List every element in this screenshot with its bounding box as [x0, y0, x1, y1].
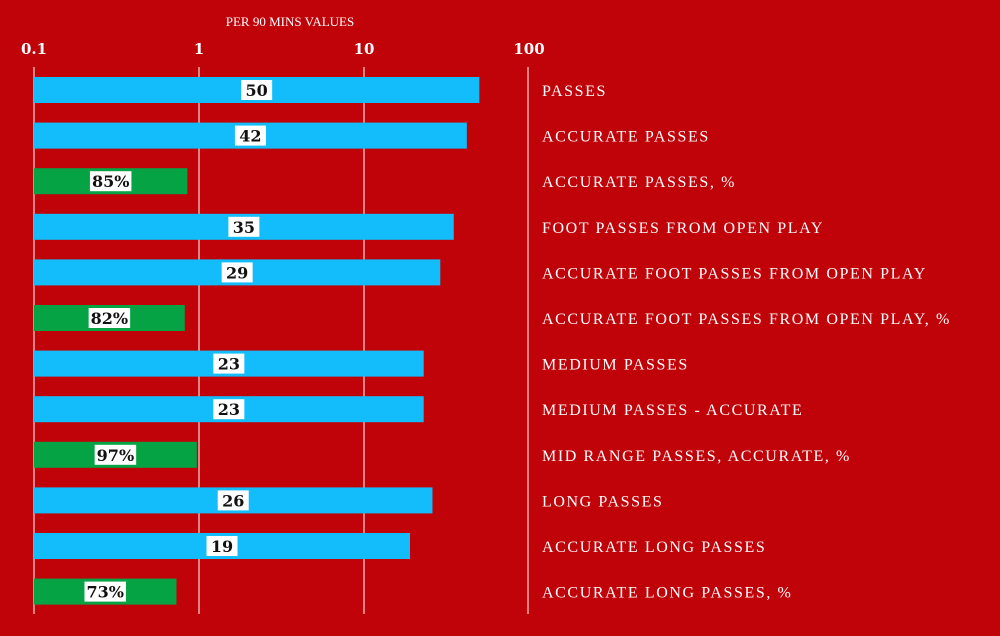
- value-label: 35: [233, 218, 255, 237]
- value-label-box: [206, 536, 238, 556]
- value-label: 50: [246, 81, 268, 100]
- value-label: 29: [226, 263, 248, 282]
- category-label: FOOT PASSES FROM OPEN PLAY: [542, 220, 824, 237]
- value-label: 73%: [86, 583, 123, 602]
- category-label: MEDIUM PASSES - ACCURATE: [542, 402, 803, 419]
- category-label: ACCURATE LONG PASSES, %: [542, 585, 792, 602]
- category-labels: PASSES ACCURATE PASSES ACCURATE PASSES, % F…: [542, 83, 951, 602]
- category-label: MEDIUM PASSES: [542, 357, 689, 374]
- value-label-box: [213, 353, 245, 374]
- tick-label: 100: [513, 40, 544, 58]
- value-label-box: [94, 444, 137, 465]
- tick-label: 0.1: [21, 40, 47, 58]
- category-label: ACCURATE FOOT PASSES FROM OPEN PLAY, %: [542, 311, 951, 328]
- value-label-box: [88, 308, 131, 328]
- tick-labels: 0.1 1 10 100: [21, 40, 545, 58]
- value-label-box: [84, 581, 126, 602]
- value-label-box: [241, 80, 273, 100]
- value-label-box: [234, 125, 266, 146]
- category-label: MID RANGE PASSES, ACCURATE, %: [542, 448, 851, 465]
- category-label: ACCURATE FOOT PASSES FROM OPEN PLAY: [542, 265, 927, 282]
- category-label: ACCURATE LONG PASSES: [542, 539, 766, 556]
- value-label: 26: [222, 491, 244, 510]
- value-label: 23: [218, 355, 240, 374]
- value-labels: 50 42 85% 35 29 82% 23 23 97% 26 19 73%: [84, 80, 273, 602]
- category-label: LONG PASSES: [542, 493, 664, 510]
- value-label-box: [89, 171, 132, 192]
- value-label: 42: [239, 127, 261, 146]
- value-label-box: [228, 216, 260, 237]
- value-label-box: [213, 399, 245, 420]
- axis-title: PER 90 MINS VALUES: [226, 14, 354, 29]
- value-label: 97%: [97, 446, 134, 465]
- value-label-box: [217, 490, 249, 511]
- category-label: PASSES: [542, 83, 607, 100]
- category-label: ACCURATE PASSES: [542, 129, 710, 146]
- gridlines: [33, 67, 365, 614]
- tick-label: 1: [194, 40, 204, 58]
- value-label: 19: [211, 537, 233, 556]
- value-label-box: [221, 262, 253, 283]
- category-label: ACCURATE PASSES, %: [542, 174, 736, 191]
- value-label: 85%: [92, 172, 129, 191]
- value-label: 82%: [91, 309, 128, 328]
- bars: [34, 77, 480, 605]
- tick-label: 10: [354, 40, 375, 58]
- value-label: 23: [218, 400, 240, 419]
